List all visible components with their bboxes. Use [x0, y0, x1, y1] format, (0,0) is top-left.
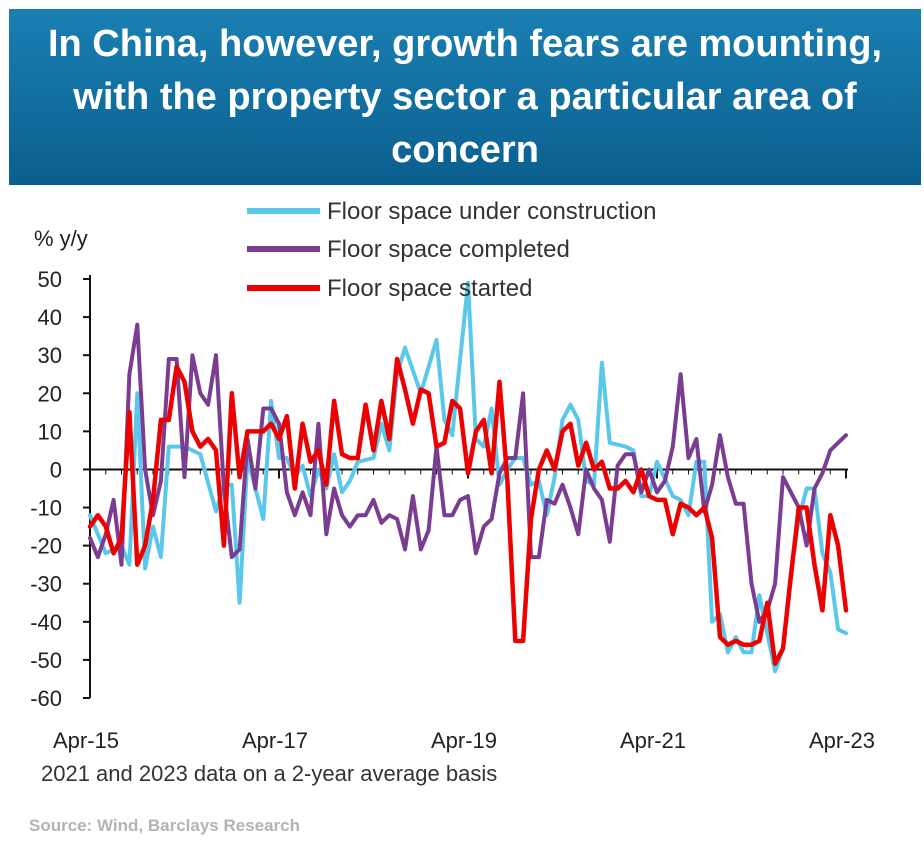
- line-chart: 50 40 30 20 10 0 -10 -20 -30 -40 -50 -60 Apr-15 Apr-1…: [30, 198, 875, 786]
- x-tick-label: Apr-17: [242, 728, 308, 753]
- series-line-3: [87, 356, 849, 666]
- y-tick-label: -20: [30, 534, 62, 559]
- series-line-2: [88, 322, 848, 624]
- axes: 50 40 30 20 10 0 -10 -20 -30 -40 -50 -60 Apr-15 Apr-1…: [30, 267, 875, 753]
- y-tick-label: 0: [50, 457, 62, 482]
- legend-label: Floor space under construction: [327, 198, 657, 225]
- y-tick-label: -40: [30, 610, 62, 635]
- chart-footnote: 2021 and 2023 data on a 2-year average b…: [41, 761, 497, 786]
- y-axis-label: % y/y: [34, 226, 88, 251]
- y-tick-label: 50: [38, 267, 62, 292]
- y-tick-label: -60: [30, 686, 62, 711]
- title-banner: In China, however, growth fears are moun…: [9, 9, 921, 185]
- legend-label: Floor space completed: [327, 236, 570, 263]
- y-tick-label: -30: [30, 572, 62, 597]
- legend: Floor space under construction Floor spac…: [247, 198, 657, 302]
- y-tick-label: 30: [38, 343, 62, 368]
- y-tick-label: -50: [30, 648, 62, 673]
- y-tick-label: 20: [38, 381, 62, 406]
- y-tick-label: 10: [38, 419, 62, 444]
- banner-title: In China, however, growth fears are moun…: [47, 22, 882, 171]
- series-lines: [87, 280, 849, 674]
- x-tick-label: Apr-23: [809, 728, 875, 753]
- y-tick-label: 40: [38, 305, 62, 330]
- source-note: Source: Wind, Barclays Research: [29, 816, 301, 835]
- y-tick-label: -10: [30, 496, 62, 521]
- legend-label: Floor space started: [327, 275, 532, 302]
- x-tick-label: Apr-19: [431, 728, 497, 753]
- x-tick-label: Apr-15: [53, 728, 119, 753]
- x-tick-label: Apr-21: [620, 728, 686, 753]
